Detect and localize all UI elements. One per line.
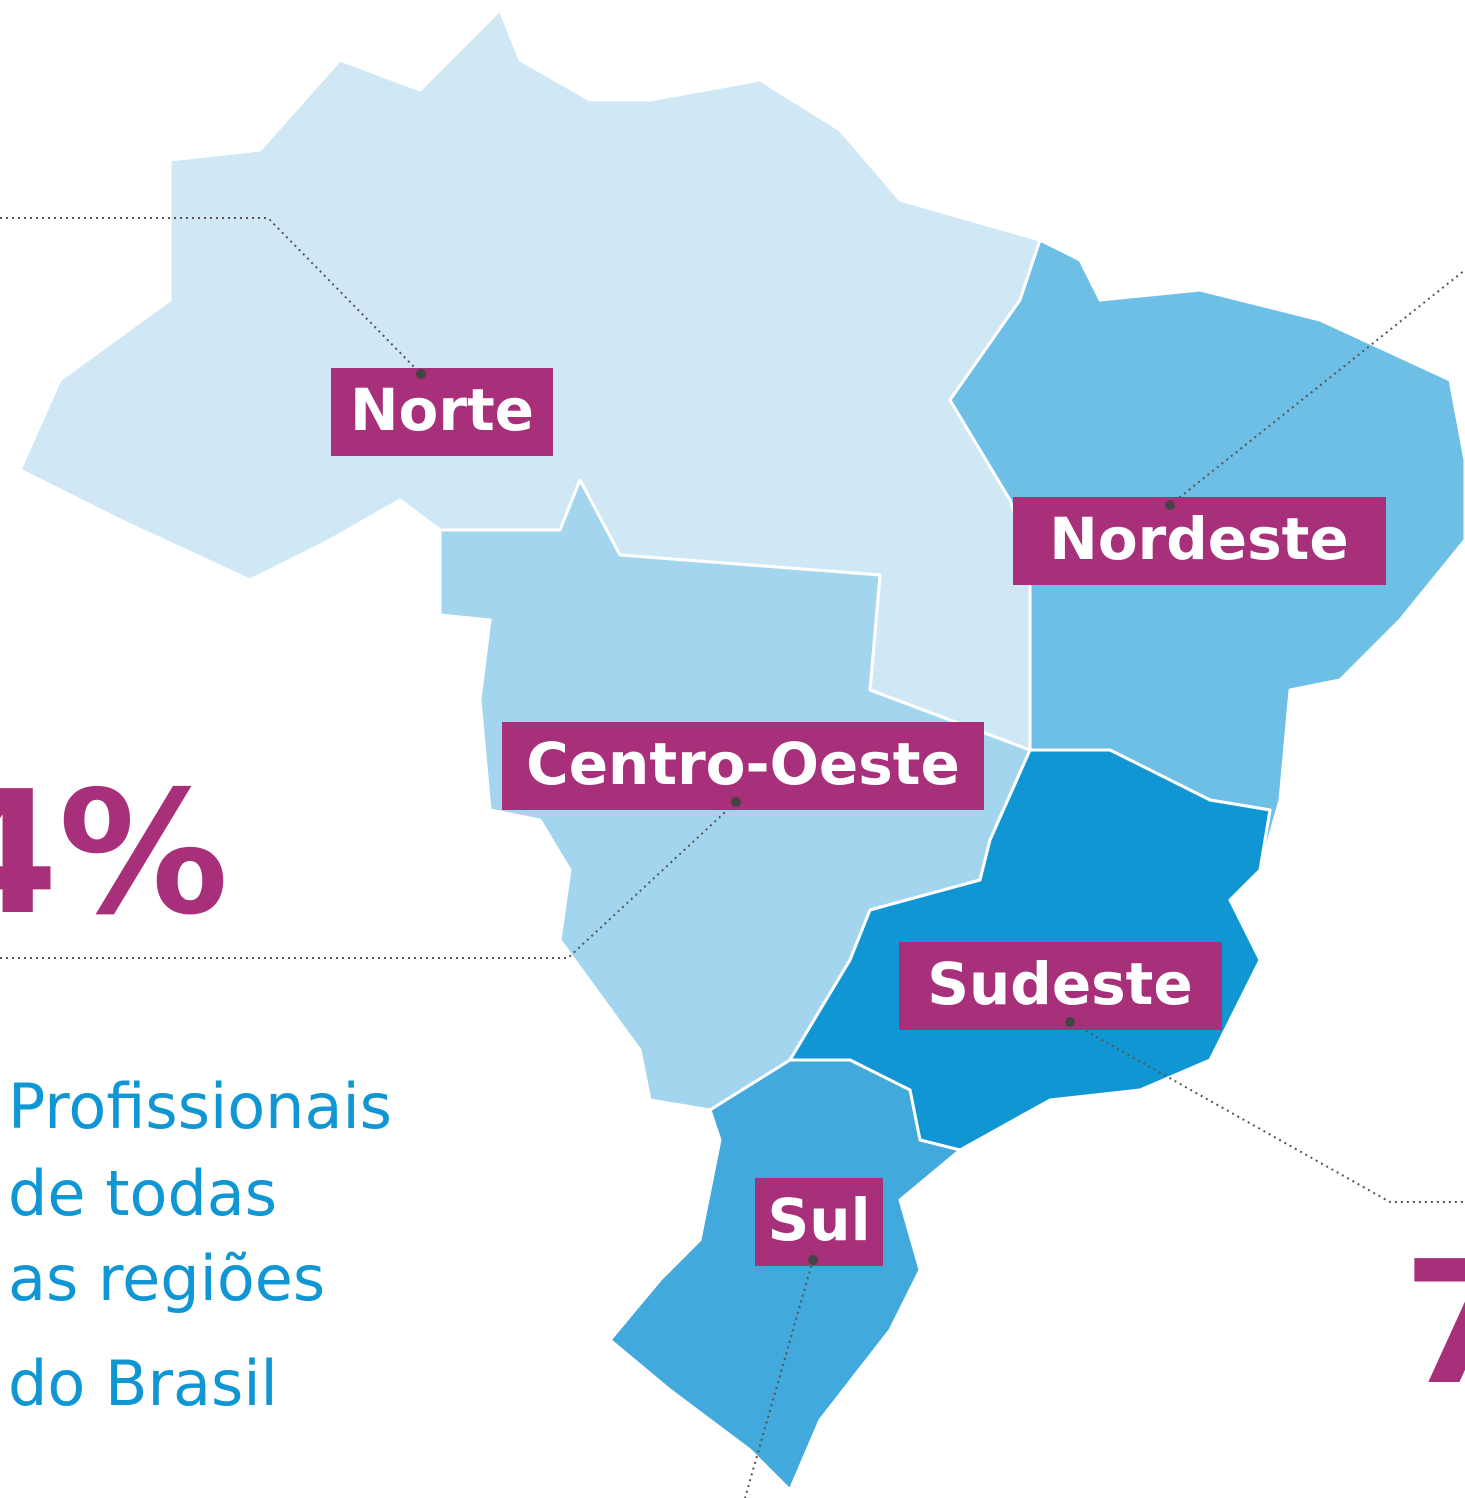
label-box: [1013, 497, 1386, 585]
dot: [1065, 1017, 1075, 1027]
label-box: [502, 722, 984, 810]
label-box: [899, 942, 1222, 1030]
caption-line: do Brasil: [8, 1347, 278, 1420]
region-label: Centro-Oeste: [526, 730, 960, 798]
region-sul: [608, 1058, 962, 1492]
leader-lines: [0, 217, 1465, 1498]
region-labels: Norte Nordeste Centro-Oeste Sudeste Sul: [331, 368, 1386, 1266]
leader-dots: [416, 369, 1175, 1265]
label-box: [331, 368, 553, 456]
dot: [808, 1255, 818, 1265]
dot: [1165, 500, 1175, 510]
right-stat: 7: [1403, 1225, 1465, 1423]
caption-line: as regiões: [8, 1242, 325, 1315]
leader-centro-oeste: [0, 801, 737, 959]
dot: [731, 797, 741, 807]
label-box: [755, 1178, 883, 1266]
region-label: Sudeste: [927, 950, 1193, 1018]
region-label: Sul: [768, 1186, 871, 1254]
dot: [416, 369, 426, 379]
left-stat: 4%: [0, 755, 229, 953]
leader-sudeste: [1069, 1021, 1465, 1203]
caption: Profissionais de todas as regiões do Bra…: [8, 1070, 392, 1420]
caption-line: de todas: [8, 1157, 277, 1230]
region-label: Norte: [350, 376, 534, 444]
region-label: Nordeste: [1049, 505, 1348, 573]
caption-line: Profissionais: [8, 1070, 392, 1143]
